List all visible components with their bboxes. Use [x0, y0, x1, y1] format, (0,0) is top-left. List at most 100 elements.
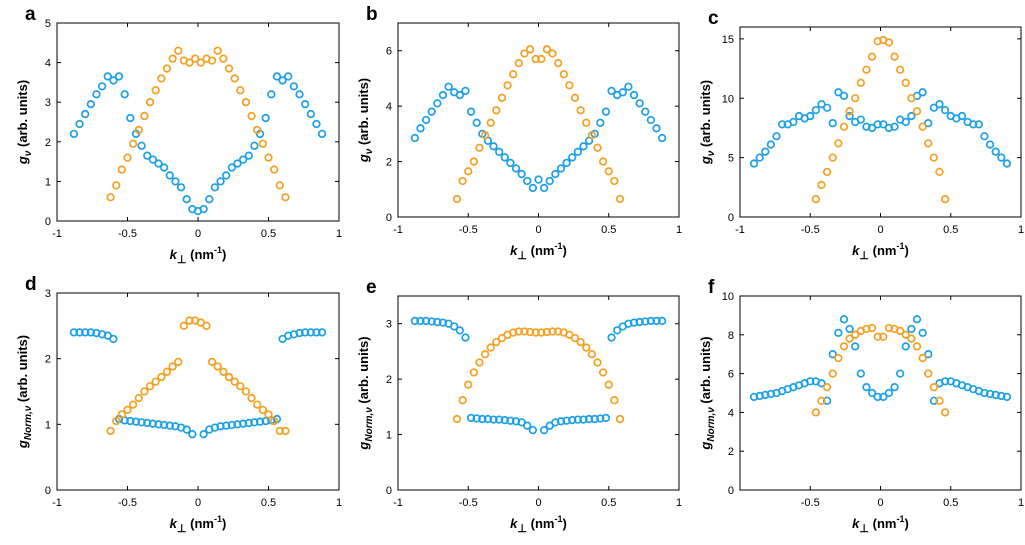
data-point [148, 419, 158, 428]
data-point [421, 316, 431, 326]
data-point [822, 383, 832, 392]
x-axis-label: k⊥ (nm-1) [510, 241, 567, 262]
data-point [188, 430, 197, 439]
data-point [97, 82, 107, 91]
y-axis-label: gNorm,ν (arb. units) [698, 336, 717, 450]
panel-letter: a [25, 4, 36, 25]
data-point [182, 425, 191, 434]
data-point [495, 147, 504, 157]
label-part: (nm [869, 516, 896, 531]
data-point [179, 321, 189, 330]
x-tick-label: -1 [393, 224, 403, 236]
data-point [755, 153, 764, 162]
data-point [238, 419, 248, 428]
y-tick-label: 1 [45, 176, 51, 188]
y-axis-label: gν (arb. units) [698, 80, 717, 165]
y-tick-label: 2 [728, 446, 734, 458]
data-point [940, 105, 950, 115]
data-point [478, 414, 487, 424]
data-point [219, 54, 228, 63]
data-point [907, 111, 916, 121]
data-point [492, 337, 501, 347]
x-tick-label: 1 [336, 497, 342, 509]
data-point [867, 388, 877, 398]
data-point [244, 151, 253, 160]
data-point [213, 362, 222, 371]
data-point [629, 318, 639, 327]
data-point [103, 72, 112, 81]
data-point [143, 151, 152, 160]
data-point [940, 408, 950, 417]
data-point [940, 377, 950, 386]
data-point [284, 72, 293, 81]
y-tick-label: 0 [386, 485, 392, 497]
x-tick-label: 1 [336, 228, 342, 240]
series-orange [452, 45, 625, 204]
data-point [873, 392, 882, 402]
data-point [236, 382, 245, 391]
data-point [924, 369, 933, 378]
data-point [506, 416, 515, 425]
data-point [267, 90, 276, 99]
y-tick-label: 8 [728, 330, 734, 342]
data-point [590, 414, 599, 424]
x-axis-label: k⊥ (nm-1) [170, 514, 227, 535]
data-point [556, 417, 566, 426]
data-point [635, 99, 644, 108]
x-tick-label: 0.5 [943, 224, 958, 236]
data-point [607, 86, 616, 96]
label-part: ) [222, 516, 226, 531]
data-point [534, 175, 543, 184]
data-point [828, 350, 837, 359]
data-point [652, 124, 661, 133]
x-tick-label: 1 [1018, 224, 1024, 236]
series-orange [811, 35, 950, 204]
data-point [935, 396, 944, 405]
label-part: ⊥ [177, 523, 187, 535]
data-point [985, 140, 995, 149]
axes-box [397, 22, 680, 218]
data-point [761, 147, 770, 156]
data-point [213, 46, 222, 55]
label-part: -1 [214, 514, 222, 524]
x-tick-label: 0 [195, 228, 201, 240]
data-point [317, 328, 327, 337]
data-point [421, 115, 431, 125]
data-point [230, 74, 239, 83]
data-point [657, 133, 667, 143]
data-point [261, 113, 270, 123]
data-point [924, 119, 933, 128]
data-point [601, 107, 611, 116]
y-tick-label: 2 [386, 157, 392, 169]
data-point [312, 119, 321, 129]
data-point [822, 103, 832, 112]
data-point [458, 176, 467, 186]
data-point [610, 396, 619, 405]
data-point [862, 383, 871, 392]
label-part: (nm [869, 243, 896, 258]
data-point [548, 327, 557, 336]
x-tick-label: 0 [877, 224, 883, 236]
label-part: (arb. units) [356, 336, 371, 407]
data-point [839, 91, 849, 101]
data-point [289, 82, 299, 91]
data-point [123, 405, 132, 415]
label-part: ) [562, 516, 566, 531]
data-point [615, 414, 625, 424]
x-tick-label: 0 [535, 224, 541, 236]
data-point [472, 414, 481, 423]
data-point [867, 323, 877, 333]
label-part: ⊥ [177, 254, 187, 266]
data-point [511, 164, 521, 173]
label-part: g [698, 156, 713, 165]
label-part: -1 [554, 514, 562, 524]
x-tick-label: -0.5 [801, 497, 820, 509]
label-part: ⊥ [859, 523, 869, 535]
data-point [469, 157, 479, 166]
data-point [272, 72, 282, 81]
data-point [896, 65, 905, 74]
data-point [929, 396, 939, 405]
label-part: (nm [187, 516, 214, 531]
data-point [907, 334, 916, 343]
